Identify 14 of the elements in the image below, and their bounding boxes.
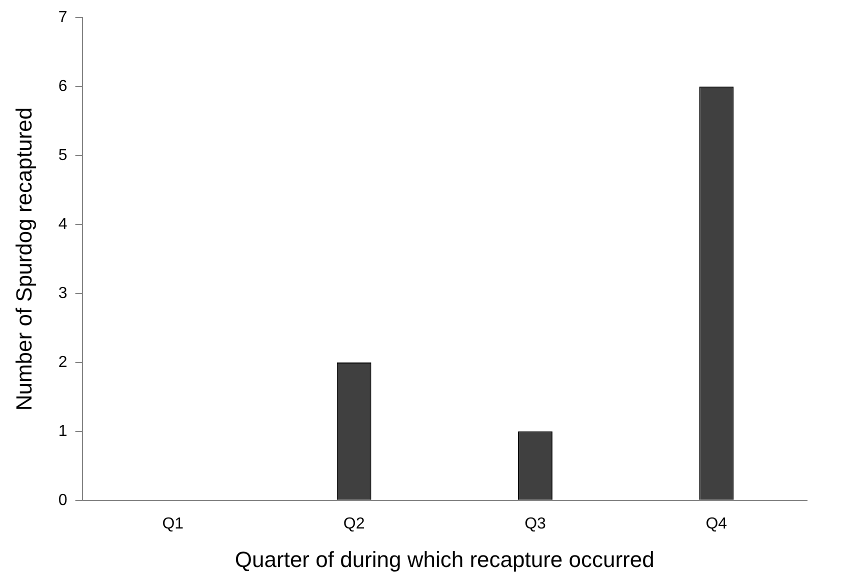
y-tick-label: 4 <box>58 216 68 233</box>
y-axis-title: Number of Spurdog recaptured <box>11 107 36 411</box>
y-tick-label: 2 <box>58 354 68 371</box>
x-axis-title: Quarter of during which recapture occurred <box>234 546 654 572</box>
x-tick-label: Q4 <box>706 515 728 532</box>
x-tick-label: Q2 <box>343 515 365 532</box>
y-tick-label: 6 <box>58 78 68 95</box>
y-tick-label: 3 <box>58 284 68 302</box>
y-tick-label: 1 <box>58 422 68 440</box>
y-tick-label: 7 <box>58 9 68 26</box>
x-tick-label: Q1 <box>162 515 184 532</box>
y-tick-label: 5 <box>58 146 68 164</box>
x-tick-label: Q3 <box>524 515 546 532</box>
y-tick-label: 0 <box>58 492 68 509</box>
